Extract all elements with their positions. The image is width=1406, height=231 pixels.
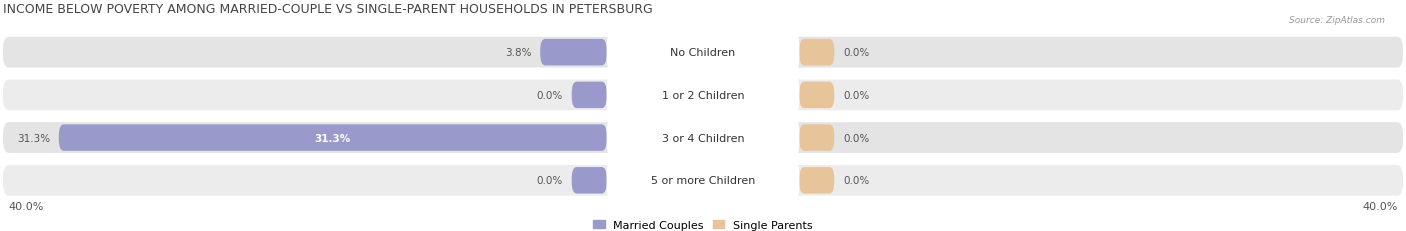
Text: 1 or 2 Children: 1 or 2 Children [662,91,744,100]
Text: 0.0%: 0.0% [844,133,869,143]
Text: 0.0%: 0.0% [844,91,869,100]
FancyBboxPatch shape [607,119,799,157]
FancyBboxPatch shape [59,125,607,151]
FancyBboxPatch shape [3,80,1403,111]
Text: 40.0%: 40.0% [8,201,44,211]
FancyBboxPatch shape [540,40,607,66]
Text: No Children: No Children [671,48,735,58]
FancyBboxPatch shape [3,38,1403,68]
FancyBboxPatch shape [607,34,799,72]
FancyBboxPatch shape [607,76,799,115]
FancyBboxPatch shape [799,82,834,109]
Text: 31.3%: 31.3% [315,133,352,143]
Text: 0.0%: 0.0% [537,91,562,100]
Text: 5 or more Children: 5 or more Children [651,176,755,185]
FancyBboxPatch shape [3,165,1403,196]
FancyBboxPatch shape [799,40,834,66]
Text: 40.0%: 40.0% [1362,201,1398,211]
Text: Source: ZipAtlas.com: Source: ZipAtlas.com [1289,16,1385,25]
FancyBboxPatch shape [799,167,834,194]
Legend: Married Couples, Single Parents: Married Couples, Single Parents [593,220,813,230]
Text: 3 or 4 Children: 3 or 4 Children [662,133,744,143]
Text: 0.0%: 0.0% [844,48,869,58]
FancyBboxPatch shape [572,82,607,109]
Text: 0.0%: 0.0% [844,176,869,185]
FancyBboxPatch shape [3,123,1403,153]
Text: 31.3%: 31.3% [17,133,51,143]
Text: 3.8%: 3.8% [505,48,531,58]
Text: INCOME BELOW POVERTY AMONG MARRIED-COUPLE VS SINGLE-PARENT HOUSEHOLDS IN PETERSB: INCOME BELOW POVERTY AMONG MARRIED-COUPL… [3,3,652,16]
FancyBboxPatch shape [607,161,799,200]
Text: 0.0%: 0.0% [537,176,562,185]
FancyBboxPatch shape [799,125,834,151]
FancyBboxPatch shape [572,167,607,194]
